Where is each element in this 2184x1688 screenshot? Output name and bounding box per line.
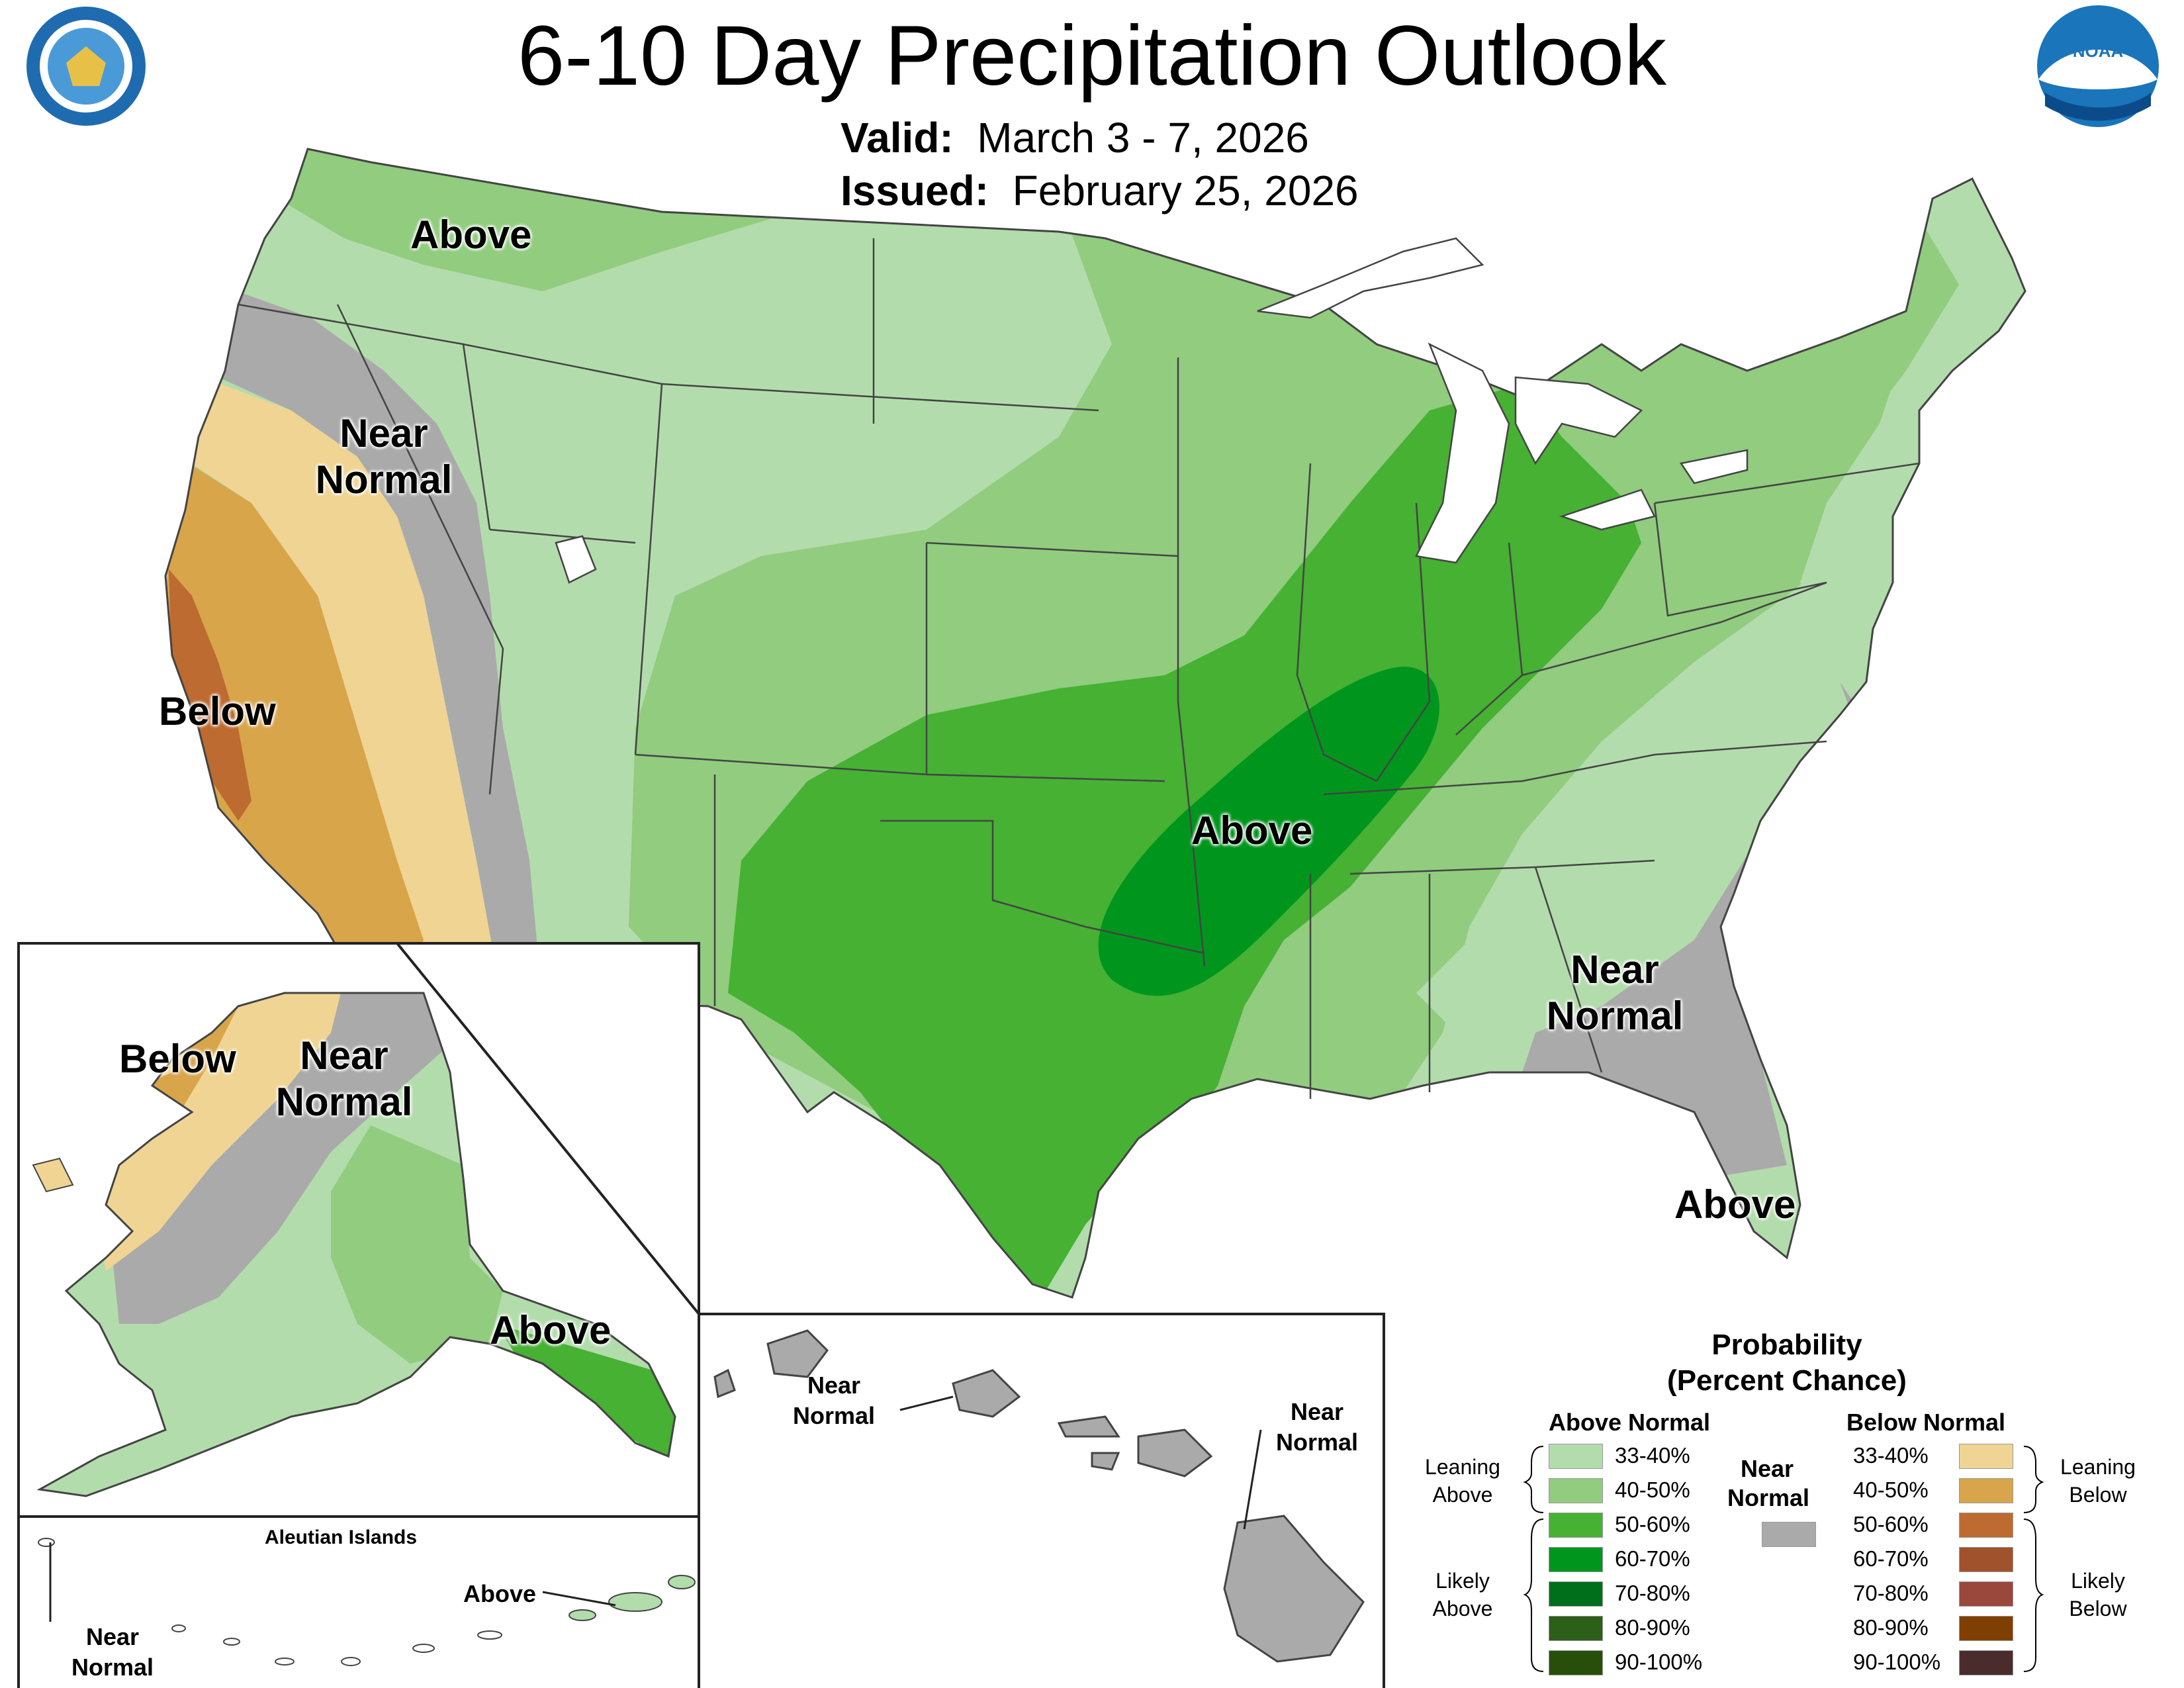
issued-label: Issued:: [841, 167, 989, 214]
legend-above-swatch: [1549, 1650, 1603, 1675]
label-above-florida: Above: [1674, 1182, 1796, 1227]
label-hawaii-near-normal-1: Near Normal: [792, 1372, 876, 1429]
legend-below-row: 33-40%: [1853, 1438, 2025, 1473]
aleutian-title: Aleutian Islands: [265, 1526, 418, 1548]
label-alaska-near-normal: Near Normal: [275, 1033, 413, 1124]
label-near-normal-southeast: Near Normal: [1546, 947, 1684, 1038]
label-aleutian-above: Above: [463, 1580, 537, 1607]
legend-title-2: (Percent Chance): [1667, 1364, 1907, 1397]
legend: Probability (Percent Chance) Above Norma…: [1390, 1314, 2177, 1685]
label-near-normal-west: Near Normal: [315, 411, 453, 502]
legend-above-header: Above Normal: [1549, 1409, 1711, 1436]
issued-date: February 25, 2026: [1012, 167, 1359, 214]
label-hawaii-near-normal-2: Near Normal: [1275, 1398, 1359, 1456]
legend-below-range: 80-90%: [1853, 1615, 1929, 1640]
legend-above-swatch: [1549, 1616, 1603, 1641]
legend-below-header: Below Normal: [1846, 1409, 2006, 1436]
legend-above-row: 80-90%: [1549, 1611, 1721, 1645]
legend-above-row: 50-60%: [1549, 1507, 1721, 1542]
legend-above-row: 90-100%: [1549, 1645, 1721, 1679]
legend-above-swatch: [1549, 1478, 1603, 1503]
legend-below-range: 60-70%: [1853, 1546, 1929, 1571]
legend-swatch-near-normal: [1762, 1522, 1816, 1547]
legend-below-swatch: [1959, 1547, 2013, 1572]
legend-below-range: 40-50%: [1853, 1477, 1929, 1502]
legend-likely-above: Likely Above: [1432, 1569, 1493, 1620]
valid-label: Valid:: [841, 114, 954, 162]
legend-below-swatch: [1959, 1444, 2013, 1469]
label-aleutian-near-normal: Near Normal: [71, 1623, 154, 1681]
legend-above-range: 80-90%: [1615, 1615, 1690, 1640]
legend-likely-below: Likely Below: [2069, 1569, 2127, 1620]
legend-above-range: 90-100%: [1615, 1650, 1703, 1674]
label-alaska-below: Below: [119, 1037, 236, 1081]
commerce-seal-logo: [26, 7, 146, 126]
legend-above-swatch: [1549, 1513, 1603, 1538]
legend-brackets: [1523, 1446, 2044, 1672]
legend-leaning-above: Leaning Above: [1425, 1455, 1500, 1507]
legend-above-range: 33-40%: [1615, 1443, 1690, 1468]
legend-above-row: 33-40%: [1549, 1438, 1721, 1473]
legend-above-swatch: [1549, 1444, 1603, 1469]
label-alaska-above: Above: [490, 1308, 612, 1352]
legend-below-swatch: [1959, 1478, 2013, 1503]
noaa-logo: [2037, 5, 2159, 127]
legend-below-swatch: [1959, 1616, 2013, 1641]
legend-below-swatch: [1959, 1581, 2013, 1607]
legend-below-range: 90-100%: [1853, 1650, 1941, 1674]
legend-below-swatch: [1959, 1650, 2013, 1675]
legend-above-row: 40-50%: [1549, 1473, 1721, 1507]
legend-above-list: 33-40% 40-50% 50-60% 60-70% 70-80% 80-90% 90-1…: [1549, 1438, 1721, 1679]
legend-above-range: 50-60%: [1615, 1512, 1690, 1536]
legend-below-range: 70-80%: [1853, 1581, 1929, 1605]
legend-below-range: 33-40%: [1853, 1443, 1929, 1468]
label-below-california: Below: [159, 689, 276, 733]
page-title: 6-10 Day Precipitation Outlook: [518, 9, 1666, 103]
legend-above-range: 60-70%: [1615, 1546, 1690, 1571]
legend-below-row: 60-70%: [1853, 1542, 2025, 1576]
legend-above-swatch: [1549, 1581, 1603, 1607]
legend-below-row: 70-80%: [1853, 1576, 2025, 1611]
legend-above-swatch: [1549, 1547, 1603, 1572]
legend-title-1: Probability: [1711, 1329, 1862, 1361]
valid-dates: March 3 - 7, 2026: [977, 114, 1309, 162]
issued-line: Issued: February 25, 2026: [841, 165, 1359, 216]
legend-below-row: 50-60%: [1853, 1507, 2025, 1542]
legend-below-range: 50-60%: [1853, 1512, 1929, 1536]
label-above-northwest: Above: [410, 212, 532, 257]
legend-below-swatch: [1959, 1513, 2013, 1538]
legend-above-row: 70-80%: [1549, 1576, 1721, 1611]
legend-above-row: 60-70%: [1549, 1542, 1721, 1576]
label-above-central: Above: [1191, 808, 1313, 853]
legend-leaning-below: Leaning Below: [2060, 1455, 2136, 1507]
legend-below-list: 33-40% 40-50% 50-60% 60-70% 70-80% 80-90% 90-1…: [1853, 1438, 2025, 1679]
valid-line: Valid: March 3 - 7, 2026: [841, 113, 1309, 163]
legend-below-row: 80-90%: [1853, 1611, 2025, 1645]
legend-below-row: 90-100%: [1853, 1645, 2025, 1679]
legend-above-range: 70-80%: [1615, 1581, 1690, 1605]
legend-below-row: 40-50%: [1853, 1473, 2025, 1507]
legend-above-range: 40-50%: [1615, 1477, 1690, 1502]
legend-near-header: Near Normal: [1727, 1455, 1810, 1511]
noaa-logo-text: NOAA: [2072, 41, 2124, 61]
